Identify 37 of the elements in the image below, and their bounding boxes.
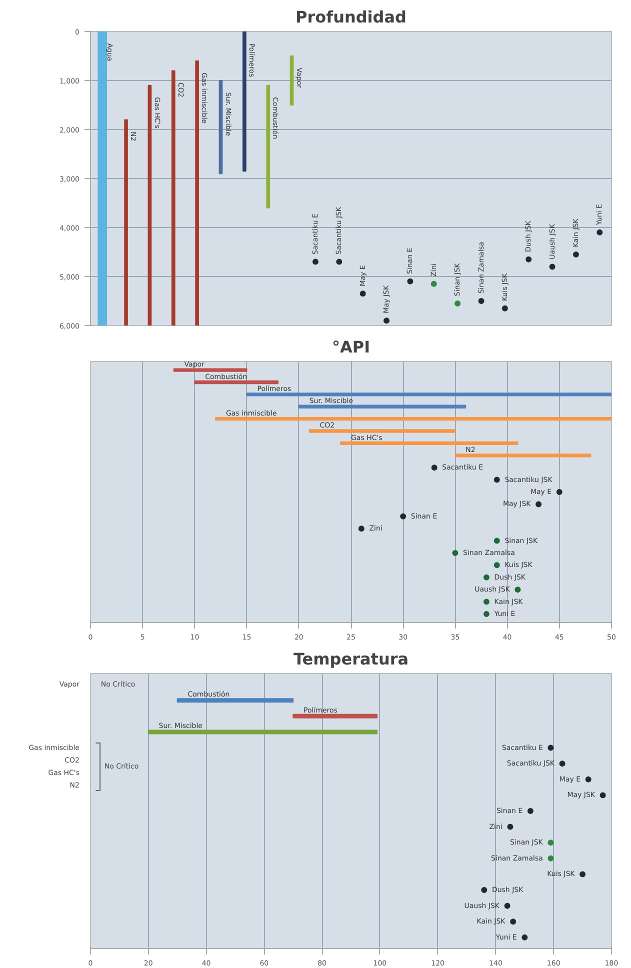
bar xyxy=(266,84,270,208)
point xyxy=(507,824,514,830)
chart-title: Temperatura xyxy=(293,650,409,668)
bar xyxy=(171,70,176,326)
point xyxy=(559,760,566,767)
point xyxy=(481,887,488,894)
point xyxy=(580,871,586,878)
point xyxy=(312,258,318,265)
bar xyxy=(195,60,199,326)
point xyxy=(572,251,579,258)
point xyxy=(407,278,414,284)
bar xyxy=(290,56,294,106)
point xyxy=(526,256,532,262)
point xyxy=(454,300,461,306)
point xyxy=(549,264,556,270)
point xyxy=(502,305,508,312)
chart-title: Profundidad xyxy=(296,8,407,26)
point xyxy=(522,934,528,940)
point xyxy=(384,318,390,324)
point xyxy=(527,808,534,814)
point xyxy=(600,792,606,798)
point xyxy=(596,229,603,236)
point xyxy=(585,776,592,782)
chart-title: °API xyxy=(332,338,370,356)
point xyxy=(504,902,510,909)
point xyxy=(478,298,484,304)
bar xyxy=(218,80,223,174)
point xyxy=(548,855,554,862)
point xyxy=(548,840,554,846)
point xyxy=(336,258,342,265)
point xyxy=(510,918,516,925)
point xyxy=(360,290,366,297)
point xyxy=(430,280,437,287)
bar xyxy=(124,119,128,326)
bar xyxy=(148,84,152,326)
bar xyxy=(242,32,246,172)
point xyxy=(548,744,554,751)
